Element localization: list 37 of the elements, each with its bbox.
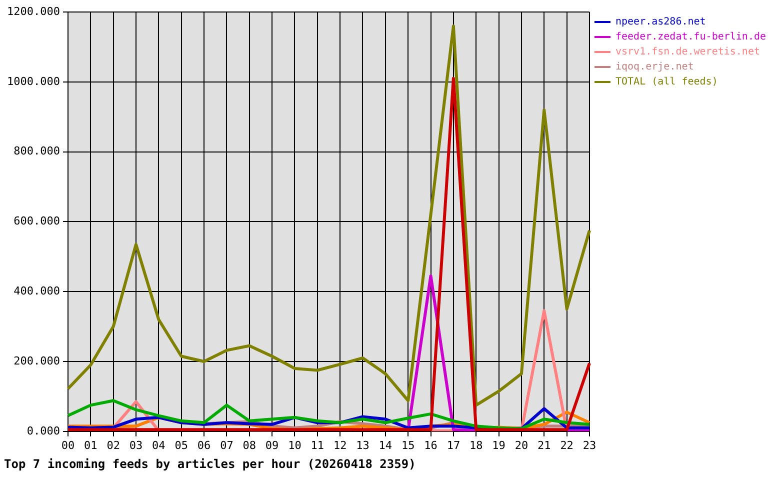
x-tick-label: 22 (560, 438, 574, 452)
x-tick-label: 03 (129, 438, 143, 452)
y-tick-label: 600.000 (14, 214, 60, 228)
x-tick-label: 01 (84, 438, 98, 452)
x-tick-label: 13 (356, 438, 370, 452)
x-tick-label: 21 (538, 438, 551, 452)
x-tick-label: 10 (288, 438, 302, 452)
x-tick-label: 17 (446, 438, 460, 452)
x-tick-label: 07 (220, 438, 234, 452)
legend-label: feeder.zedat.fu-berlin.de (615, 32, 766, 43)
x-tick-label: 23 (582, 438, 596, 452)
x-tick-label: 02 (106, 438, 120, 452)
y-tick-label: 400.000 (14, 284, 60, 298)
x-tick-label: 09 (265, 438, 279, 452)
x-tick-label: 05 (174, 438, 188, 452)
x-tick-label: 18 (469, 438, 483, 452)
y-tick-label: 1200.000 (6, 4, 60, 18)
legend-label: iqoq.erje.net (615, 62, 694, 73)
x-tick-label: 08 (242, 438, 256, 452)
x-tick-label: 20 (514, 438, 528, 452)
x-tick-label: 16 (424, 438, 438, 452)
y-tick-label: 200.000 (14, 354, 60, 368)
legend-label: TOTAL (all feeds) (615, 76, 718, 88)
legend-label: npeer.as286.net (615, 16, 706, 28)
x-tick-label: 06 (197, 438, 211, 452)
x-tick-label: 14 (378, 438, 392, 452)
x-tick-label: 04 (152, 438, 166, 452)
x-tick-label: 00 (61, 438, 75, 452)
x-tick-label: 11 (310, 438, 324, 452)
y-tick-label: 0.000 (26, 424, 60, 438)
legend-label: vsrv1.fsn.de.weretis.net (615, 46, 760, 58)
x-tick-label: 19 (492, 438, 506, 452)
y-tick-label: 1000.000 (6, 74, 60, 88)
x-tick-label: 15 (401, 438, 415, 452)
text: Top 7 incoming feeds by articles per hour (20260418 2359) (4, 456, 416, 471)
x-tick-label: 12 (333, 438, 347, 452)
y-tick-label: 800.000 (14, 144, 60, 158)
